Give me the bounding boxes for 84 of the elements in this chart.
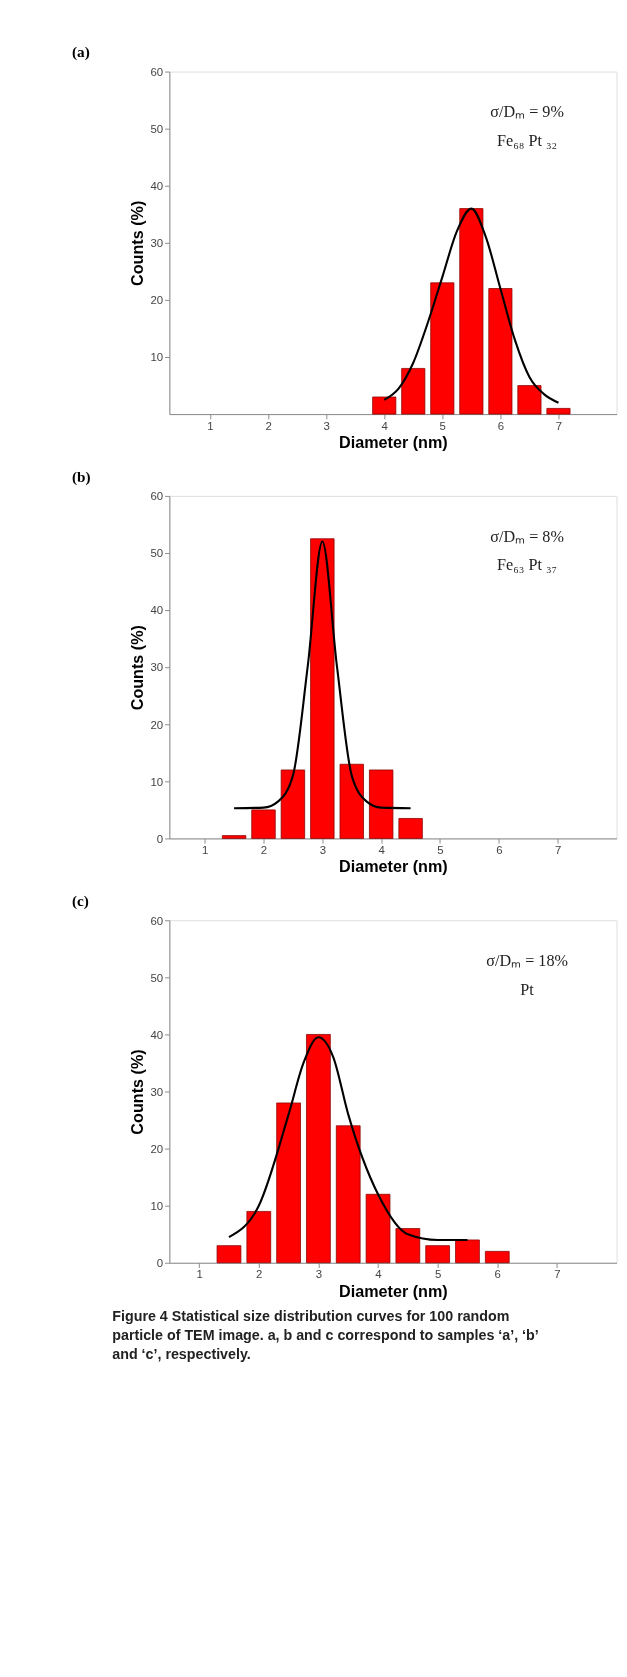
y-tick-label: 30: [150, 661, 164, 674]
y-tick-label: 20: [150, 1142, 164, 1155]
x-axis-title: Diameter (nm): [339, 857, 448, 876]
x-axis-title: Diameter (nm): [339, 432, 448, 451]
annotation: σ/Dₘ = 9%: [490, 103, 564, 121]
line-series: [227, 1036, 469, 1241]
annotation: Fe₆₃ Pt ₃₇: [496, 556, 558, 574]
y-tick-label: 40: [150, 604, 164, 617]
y-tick-label: 50: [150, 547, 164, 560]
x-tick-label: 1: [196, 1268, 203, 1281]
y-tick-label: 60: [150, 65, 164, 78]
bar: [339, 763, 364, 839]
x-tick-label: 3: [315, 1268, 323, 1281]
bar: [484, 1250, 510, 1264]
x-tick-label: 4: [378, 844, 386, 857]
x-tick-label: 5: [439, 419, 446, 432]
x-tick-label: 6: [497, 419, 505, 432]
y-tick-label: 50: [150, 122, 164, 135]
y-tick-label: 20: [150, 294, 164, 307]
annotation: σ/Dₘ = 8%: [490, 527, 564, 545]
bar: [276, 1102, 301, 1264]
x-tick-label: 5: [437, 844, 444, 857]
x-tick-label: 7: [554, 1268, 561, 1281]
x-axis-title: Diameter (nm): [339, 1281, 448, 1300]
bar: [517, 385, 542, 415]
bar: [246, 1211, 272, 1264]
bar: [280, 769, 306, 839]
bar: [425, 1245, 450, 1264]
x-tick-label: 1: [207, 419, 214, 432]
bar: [369, 769, 394, 839]
x-tick-label: 7: [555, 844, 562, 857]
x-tick-label: 3: [319, 844, 326, 857]
bar: [216, 1245, 242, 1264]
bar: [401, 368, 426, 415]
y-tick-label: 40: [150, 1028, 164, 1041]
x-tick-label: 4: [375, 1268, 383, 1281]
x-tick-label: 2: [265, 419, 272, 432]
y-tick-label: 10: [150, 1199, 164, 1212]
bar: [546, 408, 571, 415]
bar: [310, 538, 335, 839]
y-tick-label: 60: [150, 490, 164, 503]
bar: [430, 282, 455, 415]
bar: [455, 1239, 480, 1264]
x-tick-label: 6: [496, 844, 503, 857]
bar: [306, 1034, 331, 1264]
y-axis-title: Counts (%): [127, 200, 146, 286]
bar: [372, 396, 397, 415]
y-tick-label: 0: [156, 832, 164, 845]
annotation: Pt: [520, 980, 535, 998]
bar: [488, 288, 513, 415]
x-tick-label: 6: [494, 1268, 501, 1281]
caption: Figure 4 Statistical size distribution curves for 100 random particle of TEM image. a, b and c correspond to samples ‘a’, ‘b’ and ‘c’, respectively.: [112, 1307, 539, 1362]
y-tick-label: 30: [150, 237, 164, 250]
y-axis-title: Counts (%): [127, 625, 146, 711]
bar: [251, 809, 276, 839]
annotation: Fe₆₈ Pt ₃₂: [496, 131, 558, 149]
annotation: σ/Dₘ = 18%: [486, 952, 568, 970]
y-tick-label: 10: [150, 775, 164, 788]
x-tick-label: 5: [434, 1268, 442, 1281]
y-tick-label: 50: [150, 971, 164, 984]
bar: [365, 1193, 391, 1264]
y-tick-label: 30: [150, 1085, 164, 1098]
chart-title: (a): [71, 43, 90, 62]
y-axis-title: Counts (%): [127, 1049, 146, 1135]
x-tick-label: 4: [381, 419, 389, 432]
y-tick-label: 60: [150, 914, 164, 927]
y-tick-label: 40: [150, 180, 164, 193]
x-tick-label: 3: [323, 419, 330, 432]
y-tick-label: 10: [150, 351, 164, 364]
x-tick-label: 1: [201, 844, 209, 857]
chart-title: (b): [71, 467, 91, 486]
bar: [335, 1125, 361, 1264]
x-tick-label: 2: [256, 1268, 263, 1281]
bar: [221, 835, 247, 839]
line-series: [383, 207, 560, 404]
bar: [395, 1228, 421, 1264]
line-series: [233, 540, 412, 810]
y-tick-label: 0: [156, 1257, 164, 1270]
y-tick-label: 20: [150, 718, 164, 731]
bar: [459, 208, 484, 415]
x-tick-label: 7: [555, 419, 563, 432]
x-tick-label: 2: [260, 844, 268, 857]
chart-title: (c): [71, 892, 89, 910]
bar: [398, 818, 423, 839]
